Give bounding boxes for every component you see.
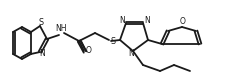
Text: N: N <box>143 16 149 26</box>
Text: S: S <box>38 18 43 27</box>
Text: O: O <box>86 47 91 56</box>
Text: O: O <box>179 17 185 26</box>
Text: N: N <box>39 48 45 58</box>
Text: N: N <box>118 16 124 26</box>
Text: N: N <box>128 48 133 58</box>
Text: S: S <box>110 37 115 47</box>
Text: NH: NH <box>55 25 67 34</box>
